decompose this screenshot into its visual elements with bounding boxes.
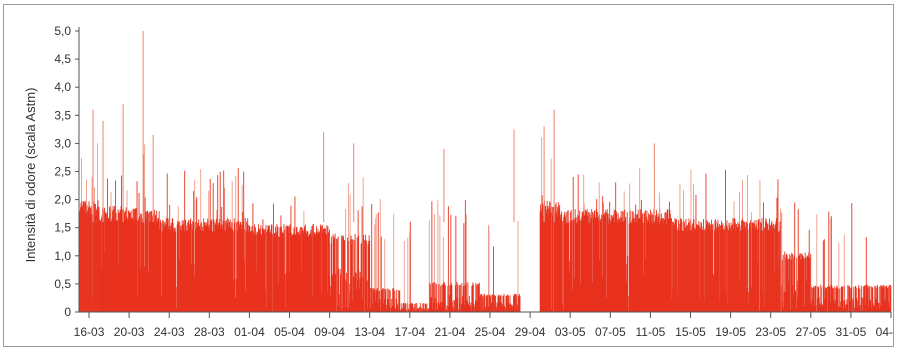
y-tick-label: 5,0 xyxy=(54,24,71,38)
chart-frame: 0 0,5 1,0 1,5 2,0 2,5 3,0 3,5 4,0 4,5 5,0 16-03 20-0… xyxy=(3,4,894,347)
x-tick-label: 17-04 xyxy=(394,325,425,339)
x-tick-label: 13-04 xyxy=(354,325,385,339)
odor-intensity-chart: 0 0,5 1,0 1,5 2,0 2,5 3,0 3,5 4,0 4,5 5,0 16-03 20-0… xyxy=(23,24,893,339)
x-tick-label: 03-05 xyxy=(555,325,586,339)
y-tick-label: 2,5 xyxy=(54,165,71,179)
x-tick-label: 05-04 xyxy=(274,325,305,339)
x-tick-label: 31-05 xyxy=(836,325,867,339)
y-axis-title: Intensità di odore (scala Astm) xyxy=(23,88,38,263)
x-tick-label: 20-03 xyxy=(114,325,145,339)
y-tick-label: 3,0 xyxy=(54,136,71,150)
x-tick-label: 09-04 xyxy=(314,325,345,339)
y-tick-label: 4,5 xyxy=(54,52,71,66)
x-tick-label: 27-05 xyxy=(795,325,826,339)
bars-layer xyxy=(78,31,892,312)
x-tick-label: 11-05 xyxy=(636,325,666,339)
x-tick-label: 16-03 xyxy=(74,325,105,339)
x-tick-label: 04-06 xyxy=(876,325,893,339)
x-tick-label: 23-05 xyxy=(755,325,786,339)
x-tick-label: 21-04 xyxy=(435,325,466,339)
x-tick-label: 28-03 xyxy=(194,325,225,339)
y-tick-label: 3,5 xyxy=(54,108,71,122)
x-tick-label: 01-04 xyxy=(234,325,265,339)
y-tick-label: 1,5 xyxy=(54,221,71,235)
y-tick-label: 1,0 xyxy=(54,249,71,263)
x-tick-label: 24-03 xyxy=(154,325,185,339)
y-tick-label: 0,5 xyxy=(54,277,71,291)
x-tick-label: 25-04 xyxy=(475,325,506,339)
x-tick-label: 19-05 xyxy=(715,325,746,339)
y-tick-label: 2,0 xyxy=(54,193,71,207)
x-tick-label: 07-05 xyxy=(595,325,626,339)
x-tick-label: 15-05 xyxy=(675,325,706,339)
axes-layer: 0 0,5 1,0 1,5 2,0 2,5 3,0 3,5 4,0 4,5 5,0 16-03 20-0… xyxy=(54,24,893,339)
y-tick-label: 0 xyxy=(64,305,71,319)
x-tick-label: 29-04 xyxy=(515,325,546,339)
y-tick-label: 4,0 xyxy=(54,80,71,94)
